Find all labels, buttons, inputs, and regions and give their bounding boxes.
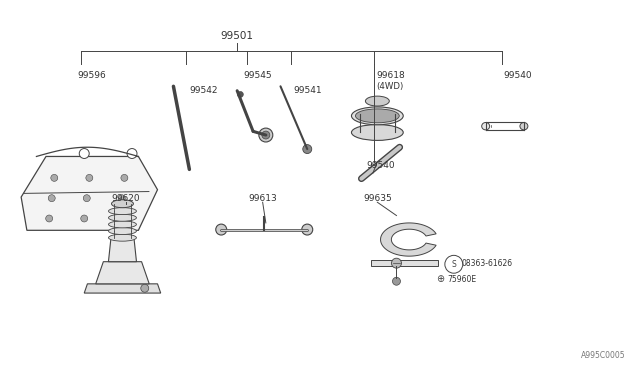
Ellipse shape [351, 107, 403, 125]
Circle shape [81, 215, 88, 222]
Ellipse shape [520, 122, 528, 130]
Ellipse shape [109, 214, 136, 221]
Ellipse shape [111, 200, 133, 208]
Text: 08363-61626: 08363-61626 [461, 259, 513, 268]
Text: 99613: 99613 [248, 195, 277, 203]
Text: 99540: 99540 [504, 71, 532, 80]
Text: 75960E: 75960E [447, 275, 477, 283]
Ellipse shape [109, 228, 136, 234]
Text: 99501: 99501 [221, 32, 253, 41]
Circle shape [237, 92, 243, 97]
Ellipse shape [109, 208, 136, 215]
Text: 99542: 99542 [189, 86, 218, 94]
Circle shape [79, 148, 89, 158]
Circle shape [86, 174, 93, 182]
Polygon shape [21, 157, 157, 230]
Text: ⊕: ⊕ [436, 274, 444, 284]
Circle shape [121, 174, 128, 182]
Circle shape [116, 215, 123, 222]
Text: 99540: 99540 [366, 161, 395, 170]
Text: S: S [451, 260, 456, 269]
Polygon shape [108, 238, 136, 262]
Polygon shape [381, 223, 436, 256]
Circle shape [48, 195, 55, 202]
Text: (4WD): (4WD) [376, 82, 403, 91]
Circle shape [141, 284, 148, 292]
Text: 99620: 99620 [111, 195, 140, 203]
Circle shape [302, 224, 313, 235]
Polygon shape [84, 284, 161, 293]
Ellipse shape [351, 125, 403, 140]
Text: 99635: 99635 [363, 195, 392, 203]
Ellipse shape [109, 234, 136, 241]
Circle shape [259, 128, 273, 142]
Circle shape [392, 277, 401, 285]
Ellipse shape [355, 109, 399, 123]
Text: 99545: 99545 [244, 71, 272, 80]
Circle shape [118, 195, 125, 202]
Circle shape [45, 215, 52, 222]
Circle shape [303, 145, 312, 154]
Text: 99541: 99541 [293, 86, 322, 94]
Text: A995C0005: A995C0005 [581, 350, 626, 359]
Circle shape [51, 174, 58, 182]
Circle shape [262, 131, 270, 139]
Text: 99618: 99618 [376, 71, 405, 80]
Ellipse shape [482, 122, 490, 130]
Circle shape [83, 195, 90, 202]
Circle shape [127, 148, 137, 158]
Ellipse shape [109, 221, 136, 228]
Ellipse shape [365, 96, 389, 106]
Polygon shape [371, 260, 438, 266]
Circle shape [392, 258, 401, 268]
Circle shape [445, 255, 463, 273]
Text: 99596: 99596 [78, 71, 107, 80]
Polygon shape [96, 262, 149, 284]
Circle shape [216, 224, 227, 235]
